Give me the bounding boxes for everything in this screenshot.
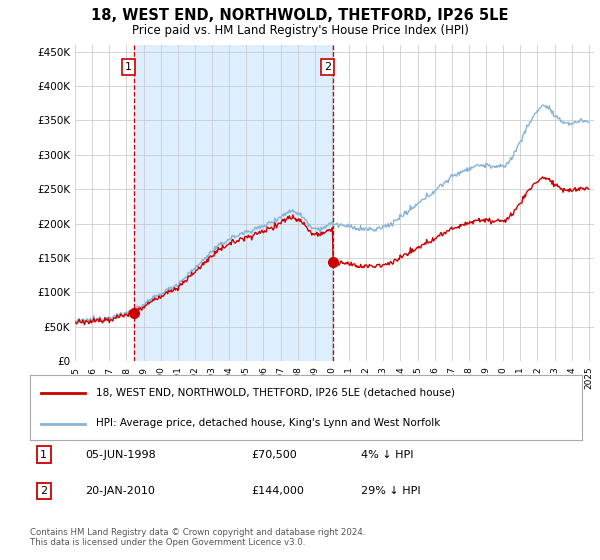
Text: 18, WEST END, NORTHWOLD, THETFORD, IP26 5LE (detached house): 18, WEST END, NORTHWOLD, THETFORD, IP26 … bbox=[96, 388, 455, 398]
Text: 2: 2 bbox=[324, 62, 331, 72]
Text: £144,000: £144,000 bbox=[251, 486, 304, 496]
Text: 20-JAN-2010: 20-JAN-2010 bbox=[85, 486, 155, 496]
Text: 1: 1 bbox=[40, 450, 47, 460]
Text: 2: 2 bbox=[40, 486, 47, 496]
Text: 29% ↓ HPI: 29% ↓ HPI bbox=[361, 486, 421, 496]
Text: 05-JUN-1998: 05-JUN-1998 bbox=[85, 450, 156, 460]
Text: 1: 1 bbox=[125, 62, 132, 72]
Text: £70,500: £70,500 bbox=[251, 450, 296, 460]
Bar bbox=[134, 45, 333, 361]
Text: 4% ↓ HPI: 4% ↓ HPI bbox=[361, 450, 414, 460]
Text: 18, WEST END, NORTHWOLD, THETFORD, IP26 5LE: 18, WEST END, NORTHWOLD, THETFORD, IP26 … bbox=[91, 8, 509, 24]
Text: Price paid vs. HM Land Registry's House Price Index (HPI): Price paid vs. HM Land Registry's House … bbox=[131, 24, 469, 36]
Text: Contains HM Land Registry data © Crown copyright and database right 2024.
This d: Contains HM Land Registry data © Crown c… bbox=[30, 528, 365, 547]
Text: HPI: Average price, detached house, King's Lynn and West Norfolk: HPI: Average price, detached house, King… bbox=[96, 418, 440, 428]
